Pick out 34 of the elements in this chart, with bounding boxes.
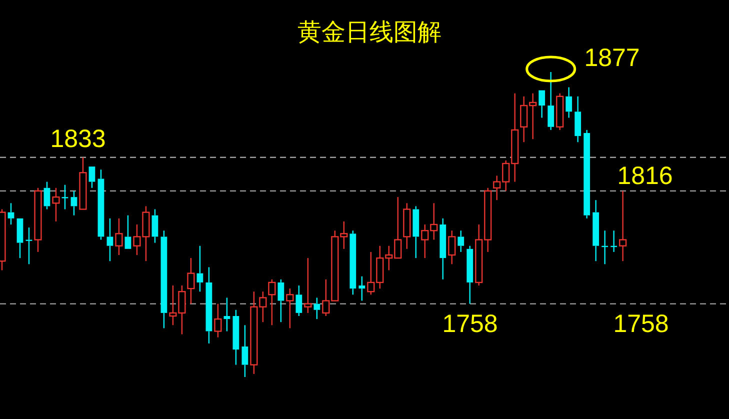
candlestick bbox=[242, 324, 248, 378]
candlestick bbox=[511, 92, 519, 182]
candlestick bbox=[62, 184, 68, 210]
annotation: 1833 bbox=[50, 125, 106, 153]
candlestick bbox=[187, 257, 195, 304]
candlestick bbox=[133, 224, 141, 256]
candlestick bbox=[385, 245, 393, 271]
candlestick bbox=[520, 96, 528, 143]
candlestick bbox=[169, 284, 177, 326]
candlestick bbox=[106, 218, 114, 262]
candlestick bbox=[206, 266, 212, 344]
candlestick bbox=[412, 206, 420, 259]
candlestick bbox=[430, 202, 438, 240]
candlestick bbox=[529, 92, 537, 140]
candlestick bbox=[115, 218, 123, 256]
candlestick bbox=[548, 71, 554, 131]
candlestick bbox=[566, 86, 572, 118]
candlestick bbox=[250, 291, 258, 375]
annotation: 1758 bbox=[442, 310, 498, 338]
annotation: 1758 bbox=[613, 310, 669, 338]
candlestick bbox=[98, 169, 104, 240]
candlestick bbox=[340, 220, 348, 250]
candlestick bbox=[592, 200, 600, 262]
candlestick bbox=[358, 276, 366, 302]
candlestick bbox=[314, 297, 320, 320]
candlestick bbox=[556, 92, 564, 131]
candlestick bbox=[196, 245, 204, 292]
annotation: 1816 bbox=[617, 162, 673, 190]
candlestick bbox=[52, 187, 60, 222]
candlestick bbox=[224, 297, 230, 332]
chart-title: 黄金日线图解 bbox=[298, 19, 442, 46]
candlestick bbox=[574, 96, 582, 143]
annotation: 1877 bbox=[584, 44, 640, 72]
candlestick bbox=[619, 190, 627, 262]
